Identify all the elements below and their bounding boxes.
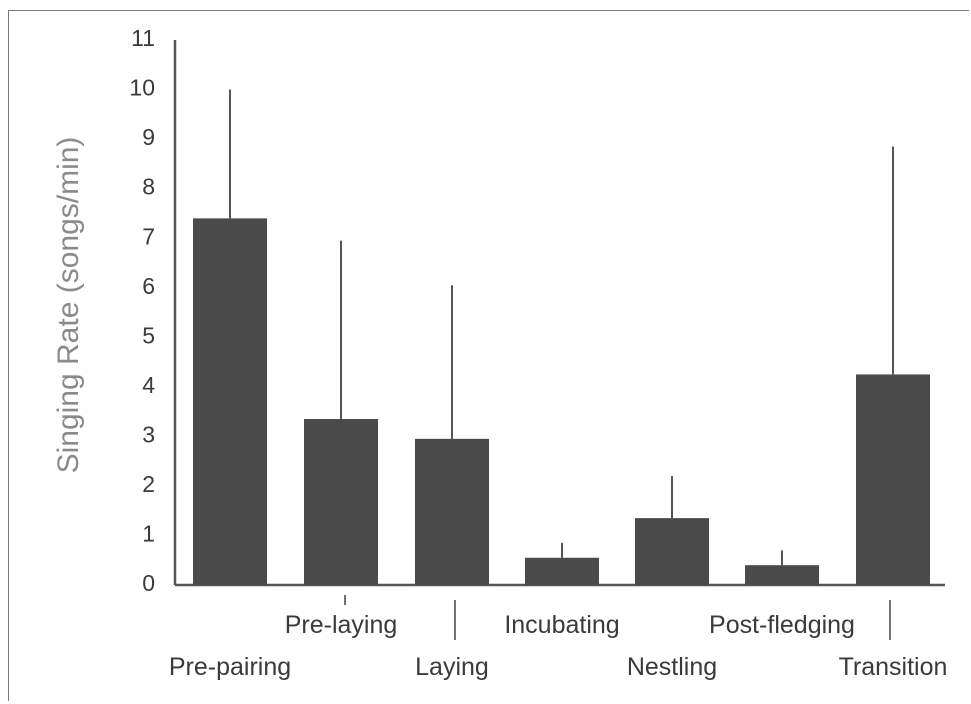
x-category-label: Pre-laying <box>285 611 398 639</box>
y-tick-label: 4 <box>142 372 155 398</box>
y-tick-label: 8 <box>142 174 155 200</box>
plot-area: 0 1 2 3 4 5 6 7 8 9 10 11 Pre-pairing Pre-laying Layin… <box>129 25 947 681</box>
x-category-label: Laying <box>415 653 489 681</box>
x-category-label: Pre-pairing <box>169 653 291 681</box>
x-category-label: Incubating <box>504 611 619 639</box>
bar-incubating <box>525 557 599 585</box>
y-tick-label: 6 <box>142 273 155 299</box>
y-tick-label: 3 <box>142 421 155 447</box>
y-tick-label: 5 <box>142 322 155 348</box>
y-tick-label: 9 <box>142 124 155 150</box>
y-axis-label: Singing Rate (songs/min) <box>52 137 85 474</box>
y-tick-label: 1 <box>142 521 155 547</box>
y-tick-label: 7 <box>142 223 155 249</box>
x-category-label: Transition <box>839 653 948 681</box>
bar-transition <box>856 374 930 585</box>
y-tick-label: 10 <box>129 75 155 101</box>
chart-frame <box>8 10 969 701</box>
x-category-label: Post-fledging <box>709 611 855 639</box>
x-category-label: Nestling <box>627 653 717 681</box>
bar-post-fledging <box>745 565 819 585</box>
bar-pre-pairing <box>193 218 267 585</box>
y-tick-label: 2 <box>142 471 155 497</box>
y-tick-label: 11 <box>131 25 155 51</box>
y-tick-label: 0 <box>142 570 155 596</box>
bar-laying <box>415 438 489 585</box>
bar-nestling <box>635 518 709 585</box>
bar-pre-laying <box>304 419 378 585</box>
